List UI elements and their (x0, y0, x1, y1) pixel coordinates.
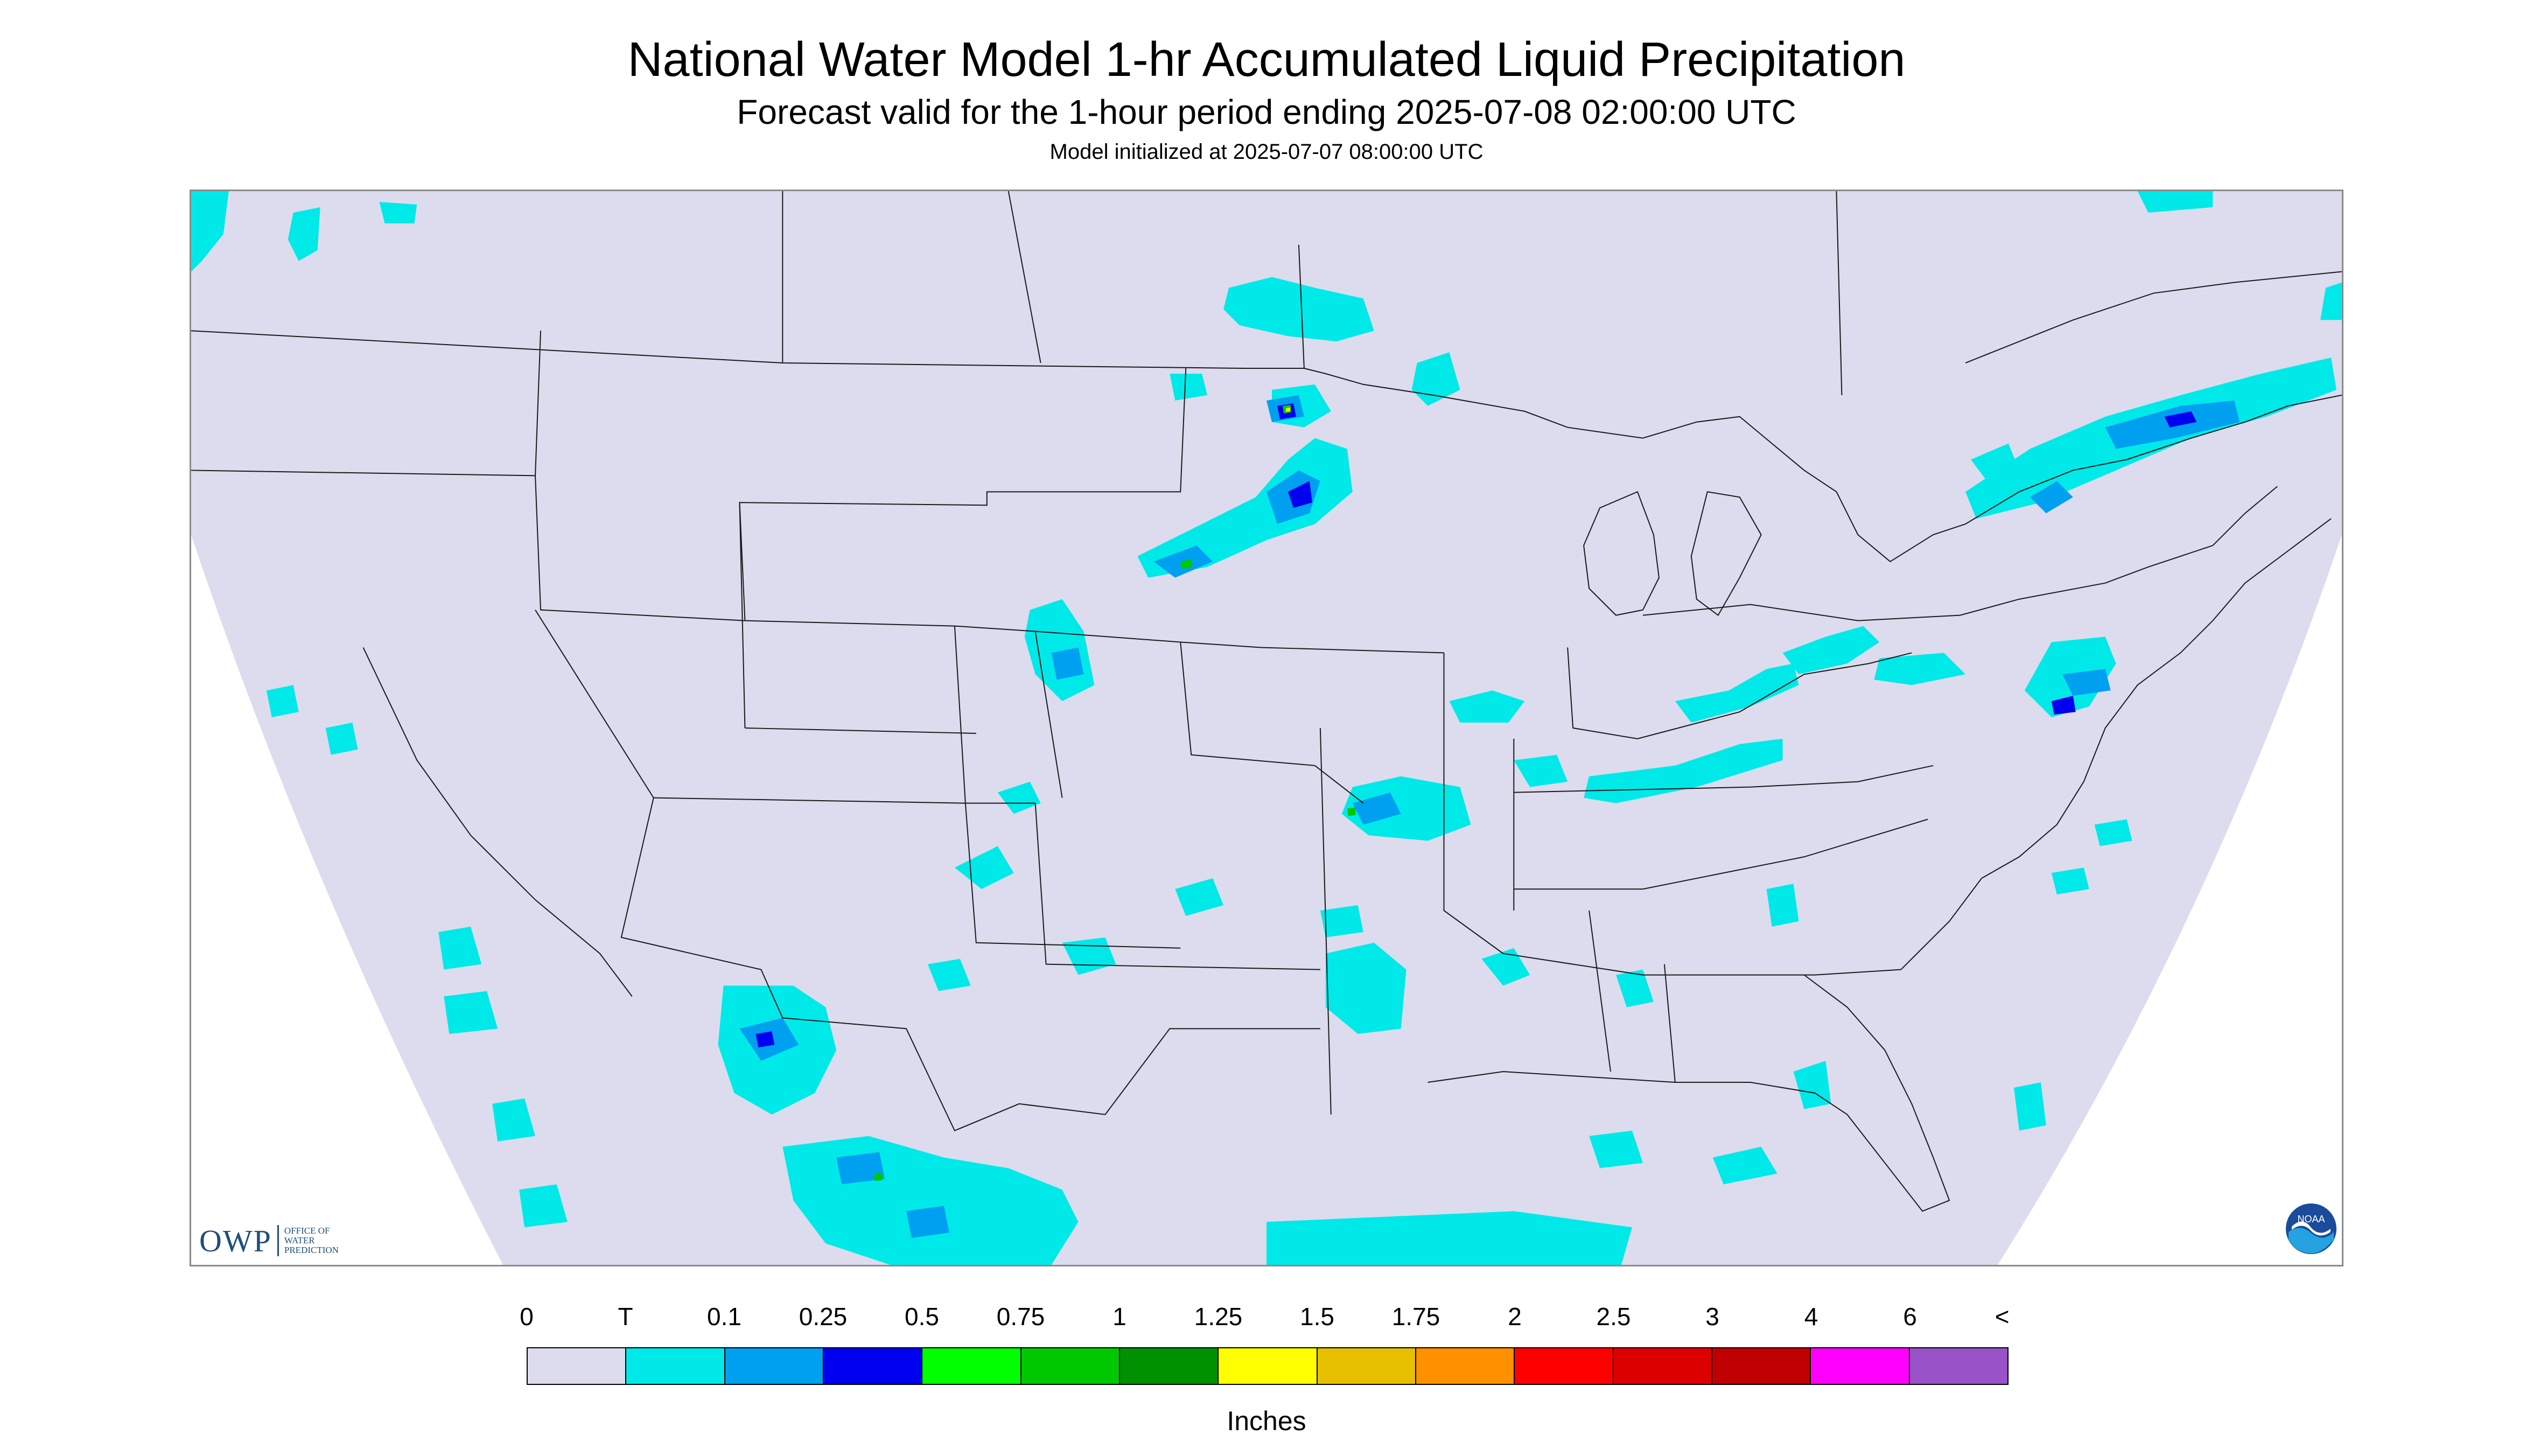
political-borders (191, 191, 2342, 1212)
owp-logo-letters: OWP (199, 1223, 272, 1258)
legend-label: 2.5 (1596, 1303, 1631, 1331)
owp-logo-line: PREDICTION (284, 1245, 339, 1255)
legend-swatch (528, 1348, 627, 1384)
precip-very-heavy-areas (1285, 407, 1290, 412)
legend-label: 0 (520, 1303, 534, 1331)
precip-moderate-areas (755, 403, 2197, 1048)
legend-label: 1.75 (1391, 1303, 1440, 1331)
noaa-logo-text: NOAA (2297, 1214, 2325, 1224)
legend-swatch (1317, 1348, 1416, 1384)
chart-title: National Water Model 1-hr Accumulated Li… (627, 33, 1906, 87)
noaa-logo-icon: NOAA (2285, 1202, 2338, 1255)
legend-label: 0.5 (905, 1303, 939, 1331)
legend-label: 1.25 (1194, 1303, 1243, 1331)
precipitation-map (190, 190, 2343, 1266)
owp-logo-line: WATER (284, 1235, 315, 1245)
legend-label: 0.75 (996, 1303, 1045, 1331)
legend-swatch (725, 1348, 824, 1384)
legend-label: 6 (1903, 1303, 1917, 1331)
legend-label: 2 (1508, 1303, 1522, 1331)
legend-unit: Inches (1227, 1406, 1306, 1436)
owp-logo-divider (277, 1225, 279, 1256)
owp-logo-line: OFFICE OF (284, 1226, 330, 1236)
legend-swatch (823, 1348, 923, 1384)
legend-label: 1 (1112, 1303, 1126, 1331)
legend-swatch (1909, 1348, 2007, 1384)
legend-swatch (1515, 1348, 1614, 1384)
legend-swatch (626, 1348, 725, 1384)
legend-label: 0.1 (707, 1303, 741, 1331)
color-legend (527, 1347, 2009, 1385)
legend-label: 3 (1705, 1303, 1719, 1331)
chart-subtitle: Forecast valid for the 1-hour period end… (737, 93, 1796, 131)
legend-label: 0.25 (799, 1303, 848, 1331)
legend-swatch (1811, 1348, 1910, 1384)
legend-swatch (922, 1348, 1021, 1384)
legend-label: T (618, 1303, 633, 1331)
owp-logo: OWP OFFICE OF WATER PREDICTION (199, 1223, 339, 1258)
legend-swatch (1119, 1348, 1219, 1384)
legend-swatch (1416, 1348, 1515, 1384)
legend-swatch (1219, 1348, 1318, 1384)
map-canvas (191, 191, 2342, 1265)
legend-label: 4 (1804, 1303, 1818, 1331)
legend-labels: 0 T 0.1 0.25 0.5 0.75 1 1.25 1.5 1.75 2 … (520, 1302, 2010, 1334)
owp-logo-text: OFFICE OF WATER PREDICTION (284, 1226, 339, 1255)
legend-label: < (1995, 1303, 2010, 1331)
legend-label: 1.5 (1300, 1303, 1334, 1331)
model-init-time: Model initialized at 2025-07-07 08:00:00… (1049, 140, 1484, 164)
legend-swatch (1021, 1348, 1120, 1384)
legend-swatch (1712, 1348, 1811, 1384)
legend-swatch (1613, 1348, 1712, 1384)
